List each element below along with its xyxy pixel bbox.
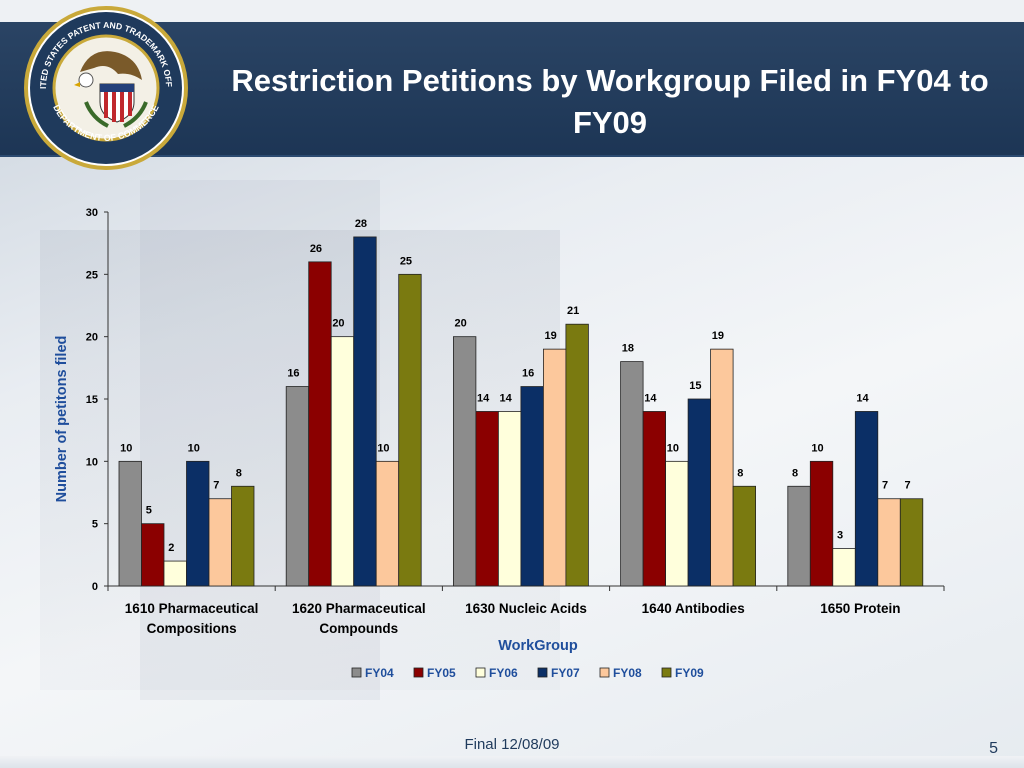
bar-value-label: 16 — [522, 368, 534, 380]
bar-value-label: 20 — [332, 318, 344, 330]
legend-label-fy05: FY05 — [427, 666, 456, 680]
x-category-label: Compounds — [319, 621, 398, 636]
bar-fy08 — [543, 348, 567, 587]
bar-value-label: 3 — [837, 530, 843, 542]
bar-fy08 — [710, 348, 734, 587]
x-category-label: 1640 Antibodies — [642, 601, 745, 616]
bar-value-label: 10 — [377, 442, 389, 454]
legend-swatch-fy09 — [661, 667, 672, 678]
bar-value-label: 28 — [355, 218, 367, 230]
bar-fy09 — [398, 273, 422, 587]
bar-value-label: 10 — [120, 442, 132, 454]
bar-value-label: 8 — [236, 467, 242, 479]
legend-swatch-fy08 — [599, 667, 610, 678]
top-strip — [0, 0, 1024, 22]
page-number: 5 — [989, 740, 998, 757]
bar-fy06 — [665, 460, 689, 587]
bar-value-label: 21 — [567, 305, 579, 317]
x-category-label: 1630 Nucleic Acids — [465, 601, 587, 616]
slide-title: Restriction Petitions by Workgroup Filed… — [231, 63, 989, 140]
bar-fy05 — [141, 523, 165, 587]
bar-fy04 — [620, 361, 644, 587]
bar-fy08 — [375, 460, 400, 587]
bar-value-label: 14 — [856, 392, 869, 404]
bar-value-label: 14 — [500, 392, 513, 404]
bar-value-label: 8 — [792, 467, 798, 479]
bar-value-label: 7 — [213, 480, 219, 492]
bar-fy08 — [208, 498, 232, 587]
bar-value-label: 7 — [904, 480, 910, 492]
bar-fy05 — [475, 411, 499, 587]
uspto-seal-logo: UNITED STATES PATENT AND TRADEMARK OFFIC… — [20, 2, 188, 170]
bar-value-label: 16 — [287, 368, 299, 380]
y-tick-label: 25 — [86, 269, 98, 281]
bar-fy05 — [308, 261, 332, 587]
legend-swatch-fy06 — [475, 667, 486, 678]
legend-swatch-fy04 — [351, 667, 362, 678]
bar-fy06 — [497, 411, 522, 587]
y-tick-label: 0 — [92, 581, 98, 593]
bar-value-label: 10 — [667, 442, 679, 454]
bar-fy05 — [642, 411, 666, 587]
bar-fy08 — [877, 498, 901, 587]
bar-fy06 — [330, 336, 355, 587]
bar-fy04 — [787, 485, 811, 587]
bar-value-label: 19 — [545, 330, 557, 342]
bar-value-label: 26 — [310, 243, 322, 255]
y-tick-label: 20 — [86, 332, 98, 344]
y-tick-label: 10 — [86, 456, 98, 468]
bar-fy09 — [899, 498, 924, 587]
bar-value-label: 8 — [737, 467, 743, 479]
x-category-label: 1650 Protein — [820, 601, 900, 616]
bar-fy07 — [687, 398, 711, 587]
bar-fy04 — [118, 460, 142, 587]
x-category-label: Compositions — [147, 621, 237, 636]
bar-fy07 — [186, 460, 210, 587]
bar-fy06 — [832, 548, 856, 587]
legend-label-fy09: FY09 — [675, 666, 704, 680]
bar-fy09 — [565, 323, 589, 587]
bar-value-label: 20 — [455, 318, 467, 330]
bar-value-label: 15 — [689, 380, 701, 392]
y-axis-title: Number of petitons filed — [54, 336, 70, 503]
y-tick-label: 15 — [86, 394, 98, 406]
y-tick-label: 30 — [86, 207, 98, 219]
bar-fy05 — [809, 460, 834, 587]
legend-swatch-fy05 — [413, 667, 424, 678]
legend-label-fy06: FY06 — [489, 666, 518, 680]
footer-strip — [0, 756, 1024, 768]
bar-value-label: 14 — [644, 392, 657, 404]
bar-fy07 — [854, 411, 879, 587]
bar-fy09 — [231, 485, 255, 587]
footer-date: Final 12/08/09 — [464, 736, 560, 753]
legend-label-fy07: FY07 — [551, 666, 580, 680]
x-axis-title: WorkGroup — [498, 638, 578, 654]
bar-fy09 — [732, 485, 756, 587]
bar-value-label: 19 — [712, 330, 724, 342]
bar-fy04 — [285, 386, 310, 587]
bar-value-label: 25 — [400, 255, 412, 267]
x-category-label: 1620 Pharmaceutical — [292, 601, 426, 616]
bar-value-label: 10 — [811, 442, 823, 454]
bar-fy06 — [163, 560, 187, 587]
bar-fy07 — [520, 386, 544, 587]
bar-fy04 — [452, 336, 477, 587]
bar-value-label: 14 — [477, 392, 490, 404]
x-category-label: 1610 Pharmaceutical — [125, 601, 259, 616]
bar-value-label: 10 — [188, 442, 200, 454]
bar-value-label: 18 — [622, 343, 634, 355]
legend-swatch-fy07 — [537, 667, 548, 678]
legend-label-fy08: FY08 — [613, 666, 642, 680]
bar-value-label: 5 — [146, 505, 152, 517]
legend-label-fy04: FY04 — [365, 666, 394, 680]
bar-fy07 — [353, 236, 377, 587]
bar-value-label: 7 — [882, 480, 888, 492]
bar-value-label: 2 — [168, 542, 174, 554]
y-tick-label: 5 — [92, 519, 98, 531]
